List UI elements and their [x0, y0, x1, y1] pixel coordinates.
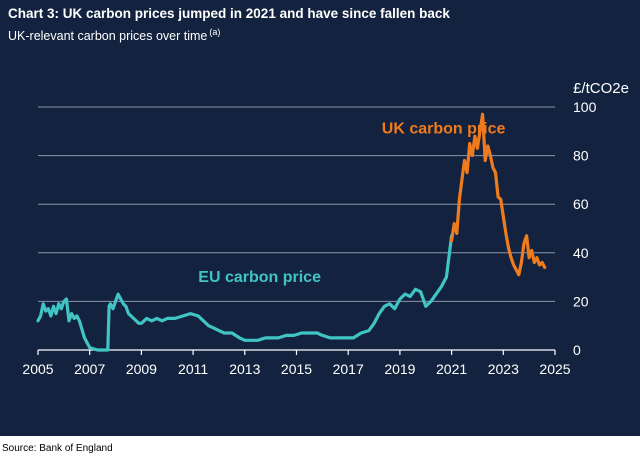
y-tick-label: 20	[573, 293, 589, 309]
y-tick-label: 80	[573, 148, 589, 164]
x-tick-label: 2011	[178, 361, 208, 377]
series-label: UK carbon price	[382, 121, 506, 138]
y-tick-label: 100	[573, 99, 597, 115]
series-label: EU carbon price	[198, 269, 321, 286]
y-tick-label: 60	[573, 196, 589, 212]
chart-title: Chart 3: UK carbon prices jumped in 2021…	[8, 6, 450, 21]
series-annotations: UK carbon price EU carbon price	[198, 121, 505, 286]
subtitle-footnote: (a)	[209, 27, 221, 37]
y-axis-label: £/tCO2e	[573, 80, 629, 97]
x-tick-label: 2023	[488, 361, 519, 377]
x-tick-label: 2019	[384, 361, 415, 377]
subtitle-text: UK-relevant carbon prices over time	[8, 29, 208, 43]
source-note: Source: Bank of England	[2, 443, 113, 454]
gridlines	[38, 106, 555, 302]
x-tick-label: 2009	[126, 361, 157, 377]
y-tick-label: 40	[573, 245, 589, 261]
chart-subtitle: UK-relevant carbon prices over time (a)	[8, 27, 220, 43]
x-tick-label: 2005	[22, 361, 53, 377]
x-tick-label: 2013	[229, 361, 260, 377]
chart-panel	[0, 0, 640, 436]
y-axis: 0 20 40 60 80 100	[573, 99, 597, 358]
x-tick-label: 2025	[539, 361, 570, 377]
series-lines	[36, 112, 547, 352]
x-axis: 2005 2007 2009 2011 2013 2015 2017 2019 2021 2023…	[22, 349, 571, 377]
x-tick-label: 2021	[436, 361, 467, 377]
uk-carbon-price-line	[450, 112, 547, 277]
x-tick-label: 2015	[281, 361, 312, 377]
x-tick-label: 2007	[74, 361, 105, 377]
line-chart: 2005 2007 2009 2011 2013 2015 2017 2019 2021 2023…	[22, 80, 629, 377]
y-tick-label: 0	[573, 342, 581, 358]
eu-carbon-price-line	[36, 234, 454, 352]
x-tick-label: 2017	[333, 361, 364, 377]
